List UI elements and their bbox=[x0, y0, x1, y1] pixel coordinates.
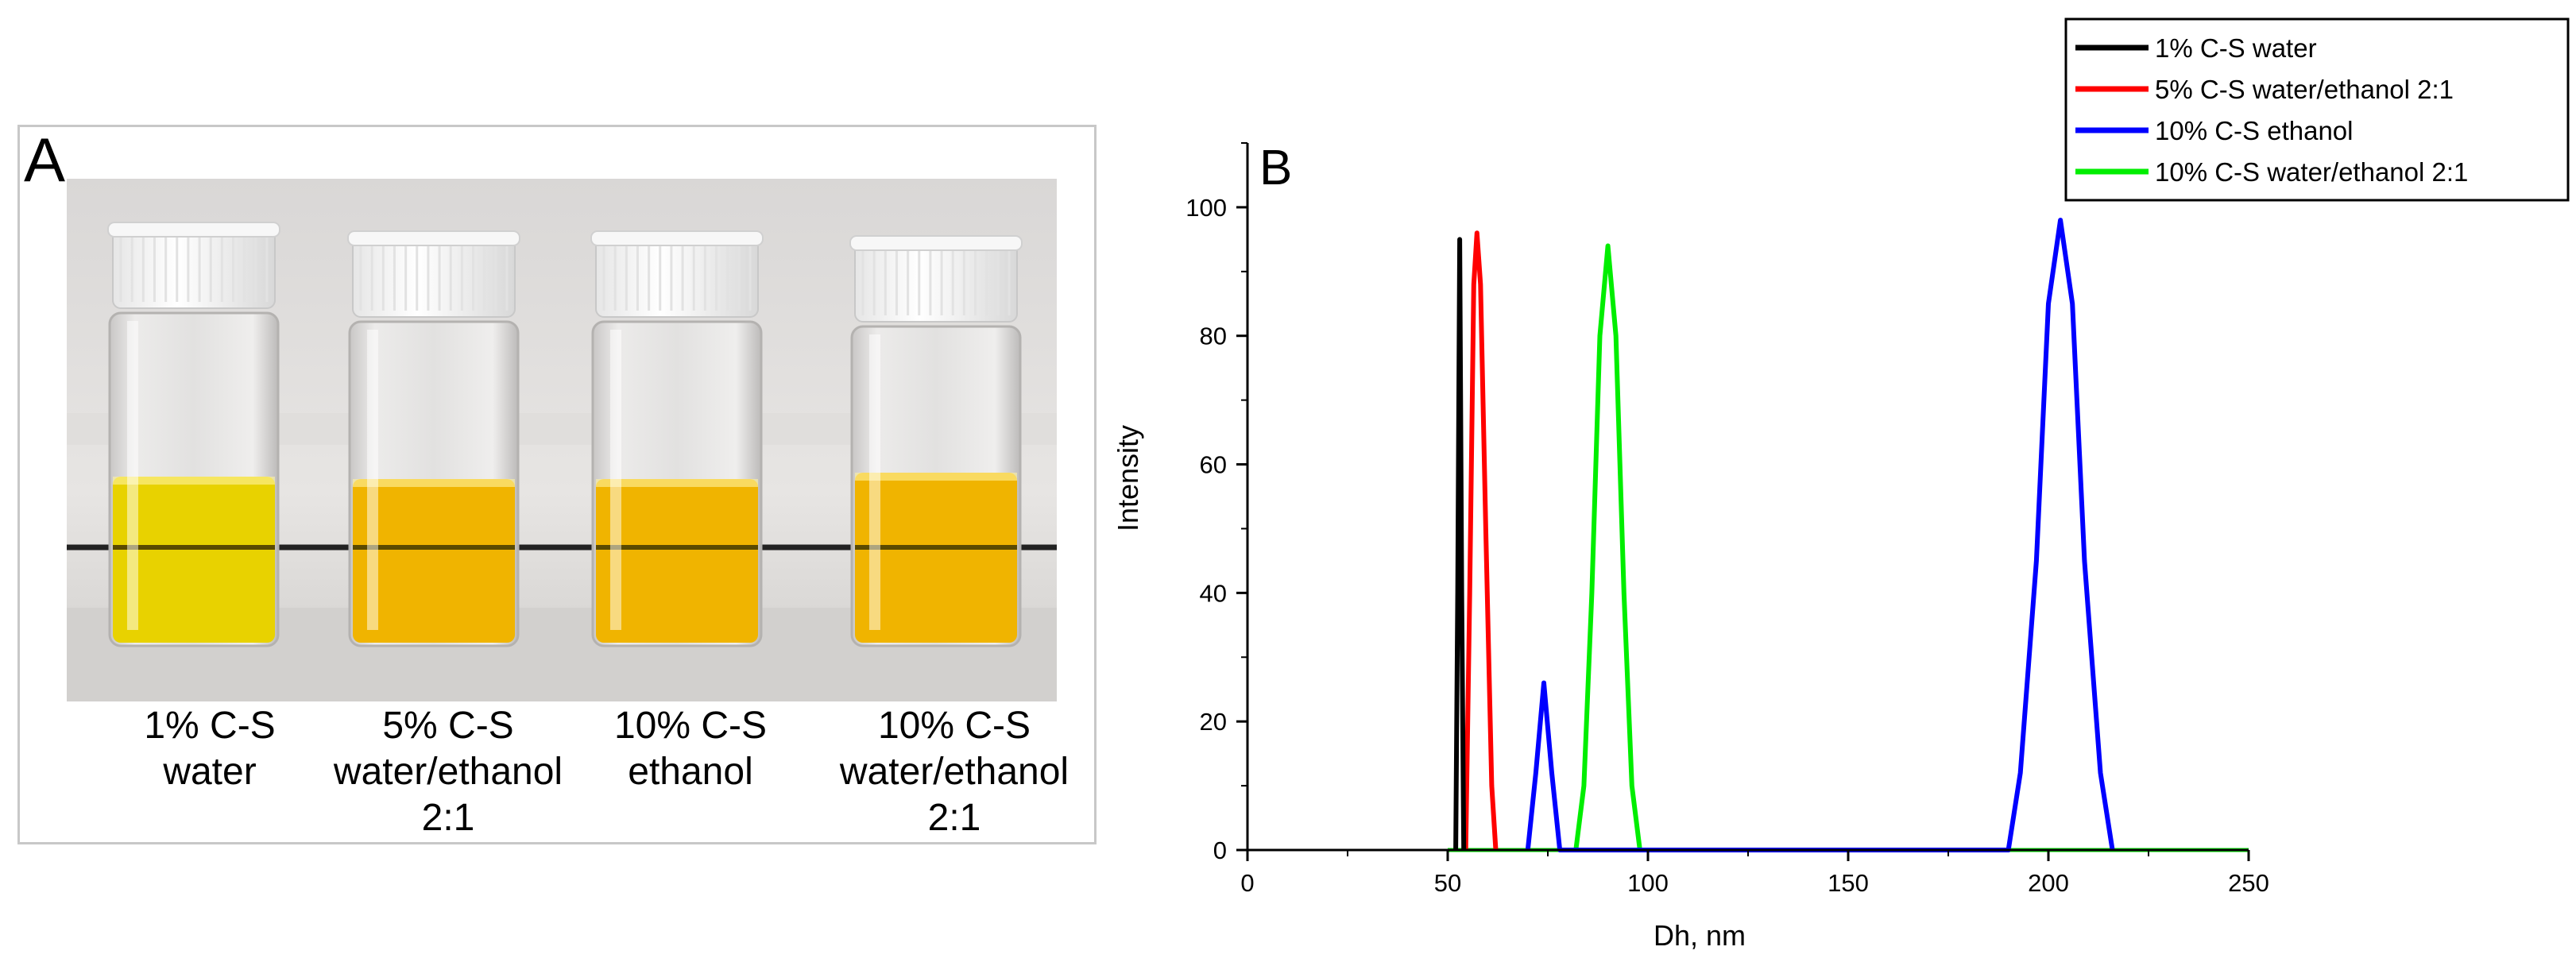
legend-label: 1% C-S water bbox=[2155, 33, 2317, 63]
vial bbox=[849, 235, 1023, 647]
vial-liquid bbox=[855, 473, 1017, 643]
vial-label-2: 5% C-S water/ethanol 2:1 bbox=[317, 703, 579, 841]
glass-highlight bbox=[869, 334, 880, 630]
legend-label: 10% C-S ethanol bbox=[2155, 116, 2353, 145]
x-tick-label: 50 bbox=[1434, 869, 1461, 897]
legend: 1% C-S water 5% C-S water/ethanol 2:1 10% … bbox=[2064, 17, 2570, 202]
cap-rim bbox=[347, 230, 520, 246]
legend-label: 5% C-S water/ethanol 2:1 bbox=[2155, 75, 2454, 104]
vials-photo bbox=[67, 179, 1057, 701]
liquid-meniscus bbox=[596, 479, 758, 487]
legend-label: 10% C-S water/ethanol 2:1 bbox=[2155, 157, 2468, 187]
series-line-4 bbox=[1573, 243, 1642, 851]
vial-liquid bbox=[353, 479, 515, 643]
vial-label-line: 5% C-S bbox=[382, 705, 514, 747]
glass-highlight bbox=[127, 321, 138, 630]
liquid-meniscus bbox=[855, 473, 1017, 481]
x-tick-label: 100 bbox=[1627, 869, 1669, 897]
x-axis-title: Dh, nm bbox=[1654, 919, 1746, 952]
series-line-1 bbox=[1453, 237, 1467, 851]
series-line-2 bbox=[1463, 230, 1499, 851]
vial-label-line: water/ethanol bbox=[333, 751, 563, 793]
vial-label-line: water/ethanol bbox=[839, 751, 1069, 793]
vial-label-line: 2:1 bbox=[927, 797, 981, 839]
x-tick-label: 200 bbox=[2028, 869, 2069, 897]
y-tick-label: 0 bbox=[1213, 837, 1227, 864]
panel-b-letter: B bbox=[1259, 141, 1292, 195]
y-tick-label: 40 bbox=[1200, 579, 1227, 607]
y-tick-label: 20 bbox=[1200, 708, 1227, 736]
cap-rim bbox=[590, 230, 764, 246]
vials-group bbox=[107, 222, 1023, 647]
vial-label-line: 1% C-S bbox=[144, 705, 276, 747]
x-tick-label: 150 bbox=[1828, 869, 1869, 897]
y-tick-label: 80 bbox=[1200, 323, 1227, 350]
vial-liquid bbox=[113, 477, 275, 643]
vial bbox=[107, 222, 280, 647]
legend-box bbox=[2064, 17, 2570, 202]
vial bbox=[590, 230, 764, 647]
vial bbox=[347, 230, 520, 647]
y-tick-label: 60 bbox=[1200, 451, 1227, 479]
liquid-meniscus bbox=[353, 479, 515, 487]
vial-label-1: 1% C-S water bbox=[79, 703, 341, 795]
vial-label-3: 10% C-S ethanol bbox=[559, 703, 822, 795]
glass-highlight bbox=[367, 330, 378, 630]
vial-liquid bbox=[596, 479, 758, 643]
vial-label-line: 10% C-S bbox=[613, 705, 768, 747]
x-tick-label: 0 bbox=[1240, 869, 1254, 897]
liquid-meniscus bbox=[113, 477, 275, 485]
vial-label-line: water bbox=[163, 751, 257, 793]
cap-rim bbox=[849, 235, 1023, 251]
vial-label-line: ethanol bbox=[628, 751, 753, 793]
vial-label-line: 10% C-S bbox=[877, 705, 1031, 747]
y-tick-label: 100 bbox=[1186, 194, 1227, 222]
plot-series bbox=[1448, 218, 2249, 852]
vial-label-4: 10% C-S water/ethanol 2:1 bbox=[823, 703, 1085, 841]
vial-label-line: 2:1 bbox=[421, 797, 475, 839]
y-axis-title: Intensity bbox=[1112, 425, 1144, 531]
x-tick-label: 250 bbox=[2228, 869, 2269, 897]
axes: 0 50 100 150 200 250 0 20 40 60 80 100 bbox=[1186, 142, 2269, 897]
panel-a-letter: A bbox=[24, 125, 66, 195]
series-line-3 bbox=[1525, 218, 2115, 852]
glass-highlight bbox=[610, 330, 621, 630]
cap-rim bbox=[107, 222, 280, 238]
